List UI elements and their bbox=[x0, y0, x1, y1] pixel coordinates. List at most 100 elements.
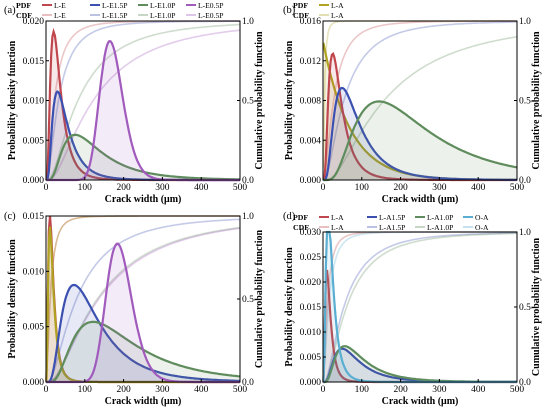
legend-label: O-A bbox=[475, 213, 489, 222]
y-tick-label: 0.000 bbox=[300, 176, 322, 186]
cdf-line bbox=[46, 29, 241, 181]
pdf-area bbox=[323, 232, 517, 382]
panel-tag: (a) bbox=[4, 5, 16, 16]
x-tick-label: 0 bbox=[321, 183, 326, 193]
y2-tick-label: 0.0 bbox=[519, 176, 531, 186]
pdf-area bbox=[46, 134, 241, 180]
y-axis-label: Probability density function bbox=[284, 40, 295, 160]
legend-label: L-E0.5P bbox=[198, 1, 224, 10]
y-tick-label: 0.020 bbox=[300, 278, 322, 288]
x-tick-label: 400 bbox=[194, 385, 209, 395]
legend-key-cdf: CDF bbox=[293, 223, 309, 232]
y2-tick-label: 1.0 bbox=[519, 17, 531, 27]
y-tick-label: 0.012 bbox=[300, 57, 322, 67]
legend-label: L-A1.5P bbox=[379, 223, 405, 232]
x-tick-label: 200 bbox=[116, 183, 131, 193]
x-tick-label: 100 bbox=[78, 385, 93, 395]
y-tick-label: 0.000 bbox=[23, 378, 45, 388]
pdf-area bbox=[323, 346, 517, 382]
x-axis-label: Crack width (μm) bbox=[105, 396, 182, 407]
x-tick-label: 300 bbox=[432, 183, 447, 193]
y2-axis-label: Cumulative probability function bbox=[531, 31, 542, 170]
legend-label: L-A bbox=[331, 11, 344, 20]
y-tick-label: 0.010 bbox=[23, 267, 45, 277]
x-tick-label: 0 bbox=[44, 183, 49, 193]
y-tick-label: 0.000 bbox=[300, 378, 322, 388]
x-tick-label: 0 bbox=[321, 385, 326, 395]
x-tick-label: 200 bbox=[393, 183, 408, 193]
y-tick-label: 0.025 bbox=[300, 253, 322, 263]
pdf-area bbox=[323, 42, 517, 180]
y2-tick-label: 0.5 bbox=[242, 97, 254, 107]
y-tick-label: 0.020 bbox=[23, 17, 45, 27]
y-tick-label: 0.004 bbox=[300, 136, 322, 146]
x-tick-label: 0 bbox=[44, 385, 49, 395]
y-tick-label: 0.005 bbox=[300, 353, 322, 363]
panel-d: (d) 0 100 200 300 400 500 0.000 0.005 0.010 0.015 0… bbox=[283, 211, 542, 407]
x-tick-label: 500 bbox=[510, 183, 525, 193]
x-tick-label: 400 bbox=[471, 385, 486, 395]
pdf-area bbox=[46, 285, 241, 382]
y-tick-label: 0.015 bbox=[23, 57, 45, 67]
cdf-line bbox=[323, 21, 518, 181]
legend-label: L-E0.5P bbox=[198, 11, 224, 20]
x-tick-label: 300 bbox=[432, 385, 447, 395]
y-tick-label: 0.015 bbox=[300, 303, 322, 313]
y-tick-label: 0.015 bbox=[23, 212, 45, 222]
cdf-line bbox=[46, 23, 240, 181]
pdf-area bbox=[46, 243, 241, 382]
legend-key-cdf: CDF bbox=[293, 11, 309, 20]
x-tick-label: 200 bbox=[116, 385, 131, 395]
y-tick-label: 0.016 bbox=[300, 17, 322, 27]
panel-c: (c) 0 100 200 300 400 500 0.000 0.005 0.010 0.015 0… bbox=[4, 211, 265, 407]
x-tick-label: 100 bbox=[355, 183, 370, 193]
pdf-area bbox=[323, 101, 517, 180]
y2-tick-label: 0.5 bbox=[519, 303, 531, 313]
legend-label: L-E1.0P bbox=[150, 11, 176, 20]
x-tick-label: 300 bbox=[155, 385, 170, 395]
legend-label: L-A bbox=[331, 223, 344, 232]
cdf-line bbox=[323, 36, 518, 181]
cdf-line bbox=[323, 232, 518, 383]
x-tick-label: 400 bbox=[471, 183, 486, 193]
x-tick-label: 400 bbox=[194, 183, 209, 193]
y-tick-label: 0.010 bbox=[23, 97, 45, 107]
legend-key-pdf: PDF bbox=[293, 1, 308, 10]
pdf-line bbox=[323, 100, 518, 182]
panel-tag: (b) bbox=[283, 5, 296, 16]
x-tick-label: 200 bbox=[393, 385, 408, 395]
legend-label: L-A bbox=[331, 213, 344, 222]
cdf-line bbox=[323, 232, 517, 383]
panel-b: (b) 0 100 200 300 400 500 0.000 0.004 0.008 0.012 0… bbox=[283, 1, 542, 205]
legend-key-cdf: CDF bbox=[16, 11, 32, 20]
y-axis-label: Probability density function bbox=[7, 239, 18, 359]
pdf-area bbox=[323, 348, 517, 382]
pdf-area bbox=[46, 41, 241, 181]
legend-label: L-A bbox=[331, 1, 344, 10]
y-tick-label: 0.005 bbox=[23, 136, 45, 146]
legend-label: L-A1.0P bbox=[427, 223, 453, 232]
cdf-line bbox=[46, 218, 241, 383]
y2-tick-label: 1.0 bbox=[242, 17, 254, 27]
y2-tick-label: 1.0 bbox=[242, 212, 254, 222]
x-tick-label: 500 bbox=[233, 385, 248, 395]
y-tick-label: 0.008 bbox=[300, 97, 322, 107]
y-axis-label: Probability density function bbox=[284, 247, 295, 367]
y-axis-label: Probability density function bbox=[7, 40, 18, 160]
y2-tick-label: 0.5 bbox=[519, 97, 531, 107]
y2-axis-label: Cumulative probability function bbox=[531, 237, 542, 376]
y2-axis-label: Cumulative probability function bbox=[254, 229, 265, 368]
pdf-area bbox=[323, 88, 517, 180]
x-tick-label: 500 bbox=[510, 385, 525, 395]
legend-label: L-E1.5P bbox=[102, 11, 128, 20]
y2-axis-label: Cumulative probability function bbox=[254, 31, 265, 170]
legend-label: O-A bbox=[475, 223, 489, 232]
panel-tag: (d) bbox=[283, 211, 296, 222]
legend-label: L-E bbox=[54, 1, 66, 10]
pdf-line bbox=[46, 283, 241, 384]
y-tick-label: 0.005 bbox=[23, 323, 45, 333]
x-tick-label: 300 bbox=[155, 183, 170, 193]
legend-key-pdf: PDF bbox=[293, 213, 308, 222]
panel-tag: (c) bbox=[4, 211, 16, 222]
